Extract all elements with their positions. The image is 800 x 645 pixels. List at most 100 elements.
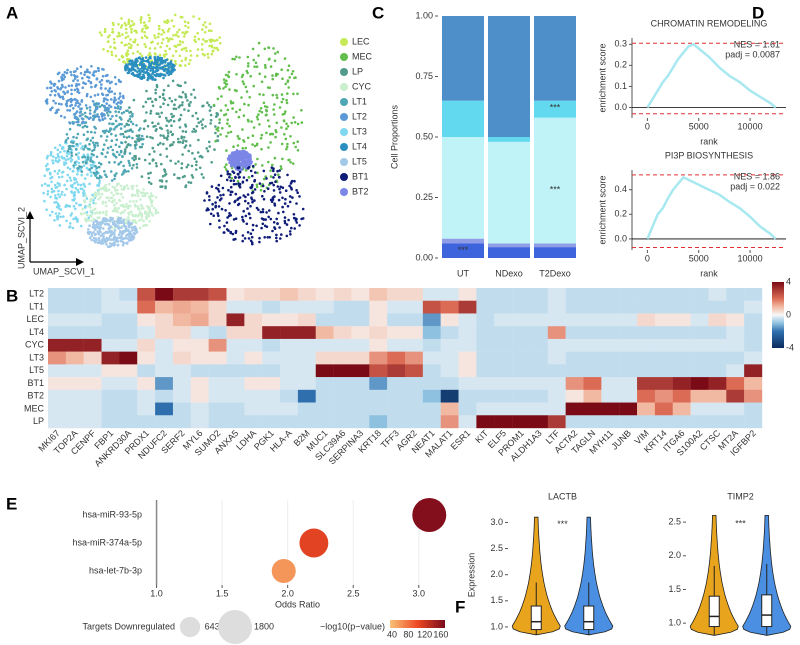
cell-point	[217, 214, 220, 217]
heatmap-cell	[619, 364, 638, 378]
cell-point	[165, 52, 168, 56]
heatmap-cell	[297, 313, 316, 327]
cell-point	[208, 198, 211, 202]
heatmap-cell	[244, 300, 263, 314]
cell-point	[104, 230, 108, 234]
legend-label: BT1	[352, 171, 369, 181]
cell-point	[255, 65, 259, 68]
cell-point	[281, 196, 284, 200]
cell-point	[125, 54, 129, 57]
y-axis-label: Cell Proportions	[389, 104, 399, 169]
cell-point	[77, 105, 80, 108]
heatmap-cell	[369, 300, 388, 314]
cell-point	[170, 19, 174, 22]
cell-point	[83, 185, 87, 188]
cell-point	[194, 129, 198, 133]
cell-point	[60, 193, 63, 196]
cell-point	[166, 132, 170, 135]
cell-point	[287, 218, 290, 222]
heatmap-cell	[226, 402, 245, 416]
cell-point	[172, 119, 176, 123]
cell-point	[59, 95, 62, 99]
heatmap-cell	[583, 377, 602, 391]
significance-label: ***	[458, 245, 469, 255]
cell-point	[263, 105, 267, 108]
heatmap-cell	[369, 351, 388, 365]
cell-point	[76, 167, 79, 170]
cell-point	[241, 151, 245, 155]
heatmap-cell	[690, 377, 709, 391]
cell-point	[208, 109, 212, 112]
cell-point	[157, 122, 160, 125]
cell-point	[280, 142, 284, 146]
cell-point	[112, 122, 115, 126]
heatmap-cell	[583, 300, 602, 314]
heatmap-cell	[387, 326, 406, 340]
cell-point	[119, 149, 123, 153]
cell-point	[286, 204, 290, 208]
cell-point	[292, 141, 296, 145]
cell-point	[249, 232, 253, 235]
cell-point	[119, 212, 122, 215]
cell-point	[54, 212, 58, 215]
cell-point	[104, 155, 107, 159]
cell-point	[90, 209, 93, 213]
heatmap-cell	[672, 402, 691, 416]
heatmap-cell	[619, 313, 638, 327]
heatmap-cell	[65, 288, 84, 301]
x-tick-label: 0	[645, 253, 650, 263]
heatmap-cell	[690, 300, 709, 314]
cell-point	[232, 145, 235, 148]
cell-point	[161, 92, 165, 96]
heatmap-cell	[726, 326, 745, 340]
cell-point	[138, 226, 142, 230]
heatmap-cell	[512, 351, 531, 365]
heatmap-cell	[333, 377, 352, 391]
cell-point	[108, 237, 111, 240]
cell-point	[125, 31, 128, 35]
cell-point	[134, 38, 137, 42]
cell-point	[128, 230, 131, 234]
bubble	[299, 528, 329, 558]
cell-point	[226, 170, 229, 173]
cell-point	[115, 102, 119, 106]
cell-point	[229, 130, 233, 134]
heatmap-cell	[672, 415, 691, 429]
cell-point	[102, 100, 106, 103]
cell-point	[63, 92, 67, 95]
heatmap-cell	[315, 313, 334, 327]
heatmap-cell	[387, 351, 406, 365]
cell-point	[141, 27, 144, 31]
heatmap-cell	[315, 351, 334, 365]
cell-point	[293, 179, 296, 183]
cell-point	[119, 95, 122, 98]
cell-point	[250, 160, 253, 164]
cell-point	[234, 175, 237, 179]
cell-point	[295, 217, 298, 221]
cell-point	[147, 176, 151, 180]
cell-point	[125, 66, 129, 69]
cell-point	[96, 144, 99, 147]
cell-point	[75, 180, 79, 184]
heatmap-cell	[297, 338, 316, 352]
heatmap-cell	[565, 313, 584, 327]
cell-point	[288, 200, 292, 204]
cell-point	[282, 210, 285, 214]
cell-point	[228, 88, 231, 91]
cell-point	[74, 207, 77, 211]
cell-point	[125, 123, 129, 126]
cell-point	[134, 62, 138, 65]
cell-point	[184, 56, 188, 60]
cell-point	[94, 141, 98, 145]
cell-point	[86, 213, 89, 217]
row-label: LT4	[29, 327, 44, 337]
bar-segment	[534, 247, 576, 258]
cell-point	[273, 226, 276, 229]
cell-point	[120, 192, 123, 196]
cell-point	[188, 104, 191, 107]
heatmap-cell	[119, 288, 138, 301]
heatmap-cell	[244, 364, 263, 378]
heatmap-cell	[262, 402, 281, 416]
cell-point	[222, 193, 225, 197]
cell-point	[127, 119, 130, 123]
